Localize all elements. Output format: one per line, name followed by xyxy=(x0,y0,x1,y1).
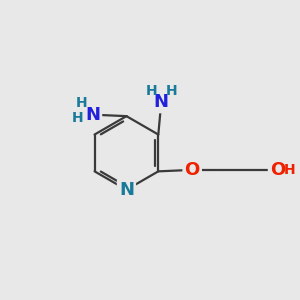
Text: H: H xyxy=(71,111,83,125)
Text: N: N xyxy=(119,181,134,199)
Text: H: H xyxy=(76,97,87,110)
Text: H: H xyxy=(166,84,178,98)
Text: O: O xyxy=(184,161,200,179)
Text: O: O xyxy=(270,161,285,179)
Text: H: H xyxy=(146,84,158,98)
Text: N: N xyxy=(154,93,169,111)
Text: N: N xyxy=(85,106,100,124)
Text: H: H xyxy=(284,163,296,177)
